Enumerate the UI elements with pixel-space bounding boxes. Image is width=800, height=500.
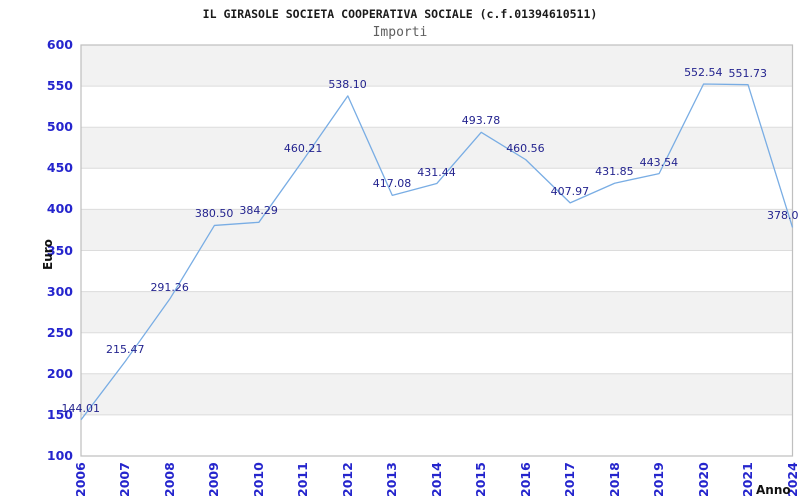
data-point-label: 460.21: [283, 141, 323, 155]
y-tick-label: 600: [46, 37, 73, 52]
chart-subtitle: Importi: [372, 25, 428, 40]
plot-border: [80, 44, 794, 457]
data-point-label: 443.54: [639, 155, 679, 169]
plot-band: [81, 332, 793, 374]
x-tick-label: 2010: [250, 462, 266, 497]
data-point-label: 538.10: [328, 77, 367, 91]
x-tick-label: 2018: [606, 462, 622, 497]
x-tick-label: 2009: [206, 462, 222, 497]
plot-band: [81, 127, 793, 169]
data-point-label: 431.44: [417, 165, 456, 179]
x-tick-label: 2020: [695, 462, 711, 497]
x-tick-label: 2011: [295, 462, 311, 497]
y-tick-label: 400: [46, 201, 73, 217]
y-tick-label: 350: [46, 242, 73, 258]
plot-band: [81, 414, 793, 456]
data-point-label: 378.0: [767, 209, 799, 223]
x-tick-label: 2013: [384, 462, 400, 497]
x-tick-label: 2014: [428, 462, 444, 497]
y-tick-label: 500: [46, 119, 73, 135]
data-point-label: 215.47: [105, 343, 145, 357]
series-line: [80, 83, 794, 421]
x-tick-label: 2019: [651, 462, 667, 497]
y-tick-label: 150: [46, 406, 73, 422]
plot-band: [81, 291, 793, 333]
data-point-label: 384.29: [239, 204, 278, 218]
y-tick-label: 450: [46, 160, 73, 176]
data-point-label: 407.97: [550, 184, 590, 198]
x-tick-label: 2007: [117, 462, 133, 497]
data-point-label: 552.54: [684, 66, 723, 79]
data-point-label: 417.08: [372, 177, 412, 191]
y-tick-label: 200: [46, 365, 73, 381]
x-tick-label: 2021: [740, 462, 756, 497]
x-tick-label: 2008: [161, 462, 177, 497]
y-tick-label: 250: [46, 324, 73, 340]
data-point-label: 144.01: [61, 401, 101, 415]
plot-band: [81, 209, 793, 251]
chart-title: IL GIRASOLE SOCIETA COOPERATIVA SOCIALE …: [202, 7, 598, 21]
x-tick-label: 2012: [339, 462, 355, 497]
plot-band: [81, 373, 793, 415]
data-point-label: 551.73: [728, 66, 768, 80]
data-point-label: 493.78: [461, 114, 501, 128]
plot-band: [81, 86, 793, 128]
y-axis-title: Euro: [41, 239, 55, 270]
x-axis-title: Anno: [756, 483, 791, 497]
data-point-label: 431.85: [595, 165, 634, 179]
plot-band: [81, 45, 793, 87]
y-tick-label: 100: [46, 448, 73, 463]
y-tick-label: 300: [46, 283, 73, 299]
x-tick-label: 2016: [517, 462, 533, 497]
data-point-label: 460.56: [506, 141, 545, 155]
x-tick-label: 2017: [562, 462, 578, 497]
data-point-label: 380.50: [194, 207, 234, 221]
plot-band: [81, 168, 793, 210]
plot-band: [81, 250, 793, 292]
y-tick-label: 550: [46, 78, 73, 94]
x-tick-label: 2006: [73, 462, 88, 497]
x-tick-label: 2015: [473, 462, 489, 497]
data-point-label: 291.26: [150, 280, 189, 294]
